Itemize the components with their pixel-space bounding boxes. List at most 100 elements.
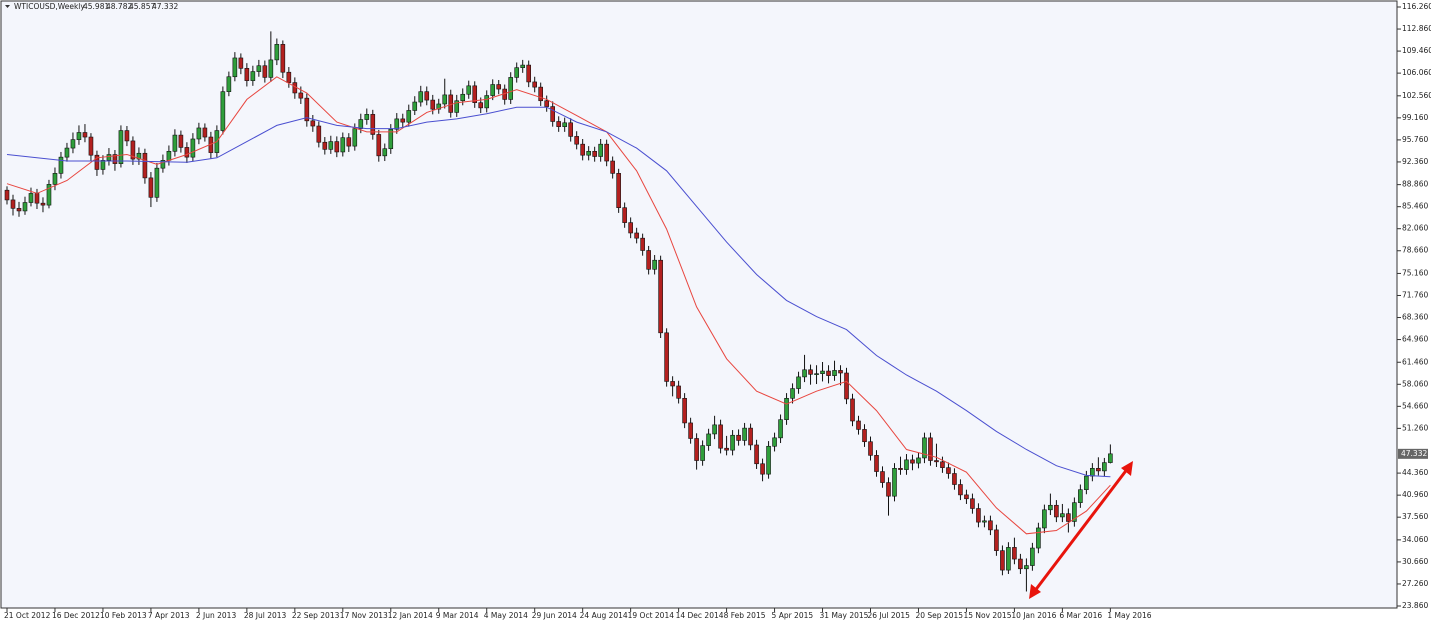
candle-down [616,173,621,209]
candle-down [4,189,10,201]
candle-down [424,91,430,101]
plot [4,31,1113,592]
candle-down [400,118,406,123]
y-tick-label: 71.760 [1402,290,1428,299]
candle-down [526,64,531,83]
candle-up [484,95,490,109]
candle-down [496,84,502,90]
candle-up [712,424,717,435]
candle-up [106,154,112,161]
arrow-line [1032,467,1130,593]
candle-down [538,86,543,102]
candle-up [76,132,82,140]
y-tick-label: 61.460 [1402,357,1428,366]
menu-triangle [5,5,10,8]
candle-up [328,141,334,150]
candle-up [904,459,909,470]
x-tick-label: 10 Feb 2013 [100,611,147,620]
candle-up [1030,547,1035,566]
candle-down [322,141,328,150]
candle-down [472,85,478,103]
x-tick-label: 31 May 2015 [820,611,869,620]
candle-up [700,445,705,461]
candle-down [688,422,693,439]
y-tick-label: 85.460 [1402,202,1428,211]
candle-down [544,100,549,107]
x-tick-label: 20 Sep 2015 [915,611,963,620]
candle-up [784,397,789,420]
x-tick-label: 6 Mar 2016 [1059,611,1102,620]
candle-up [562,122,567,127]
candle-down [724,447,729,451]
candle-down [334,141,340,153]
candle-up [64,147,70,158]
ohlc-header: 45.981 48.782 45.857 47.332 [83,2,178,11]
arrow-head [1029,584,1041,599]
candle-down [478,102,484,109]
candle-down [574,136,579,145]
candle-up [220,91,226,131]
x-tick-label: 2 Jun 2013 [196,611,237,620]
candle-down [430,99,436,110]
header-high: 48.782 [106,2,132,11]
y-tick-label: 27.260 [1402,579,1428,588]
y-tick-label: 88.860 [1402,180,1428,189]
candle-down [856,420,861,430]
y-tick-label: 82.060 [1402,224,1428,233]
candle-down [958,484,963,496]
candle-down [886,482,891,497]
candle-up [100,160,106,170]
chart-title: WTICOUSD,Weekly [14,2,85,11]
candle-down [568,122,573,137]
candle-down [592,151,597,157]
x-tick-label: 28 Jul 2013 [244,611,287,620]
candle-down [844,372,849,400]
plot-area [0,0,1398,609]
y-tick-label: 37.560 [1402,512,1428,521]
candle-up [832,370,837,376]
candle-down [952,473,957,485]
candle-up [796,376,801,389]
x-tick-label: 24 Aug 2014 [580,611,628,620]
y-tick-label: 78.660 [1402,246,1428,255]
candle-down [634,232,639,239]
y-tick-label: 64.960 [1402,335,1428,344]
candle-up [28,193,34,203]
candle-up [382,148,388,157]
candle-down [178,134,184,148]
candle-down [862,429,867,443]
candle-down [970,498,975,509]
price-label: 47.332 [1401,449,1427,458]
candle-down [280,44,286,73]
candle-up [508,77,514,100]
y-tick-label: 95.760 [1402,135,1428,144]
candle-down [646,250,651,270]
candle-down [910,459,915,464]
candle-up [136,152,142,160]
candle-down [82,132,88,138]
candle-up [454,100,460,113]
candle-down [622,207,627,223]
y-tick-label: 34.060 [1402,535,1428,544]
candle-down [928,437,933,461]
candle-down [244,68,250,81]
candle-up [1078,489,1083,503]
candle-down [202,127,208,138]
candle-down [550,106,555,122]
candle-up [154,167,160,198]
candle-up [466,85,472,95]
y-tick-label: 54.660 [1402,401,1428,410]
candle-down [556,121,561,127]
x-tick-label: 7 Apr 2013 [148,611,190,620]
candle-up [406,110,412,123]
x-tick-label: 26 Jul 2015 [868,611,911,620]
y-tick-label: 51.260 [1402,423,1428,432]
x-tick-label: 14 Dec 2014 [676,611,724,620]
x-tick-label: 19 Oct 2014 [628,611,675,620]
candle-up [514,67,520,78]
x-tick-label: 12 Jan 2014 [388,611,433,620]
candle-down [628,222,633,234]
candle-down [16,208,22,212]
y-tick-label: 40.960 [1402,490,1428,499]
